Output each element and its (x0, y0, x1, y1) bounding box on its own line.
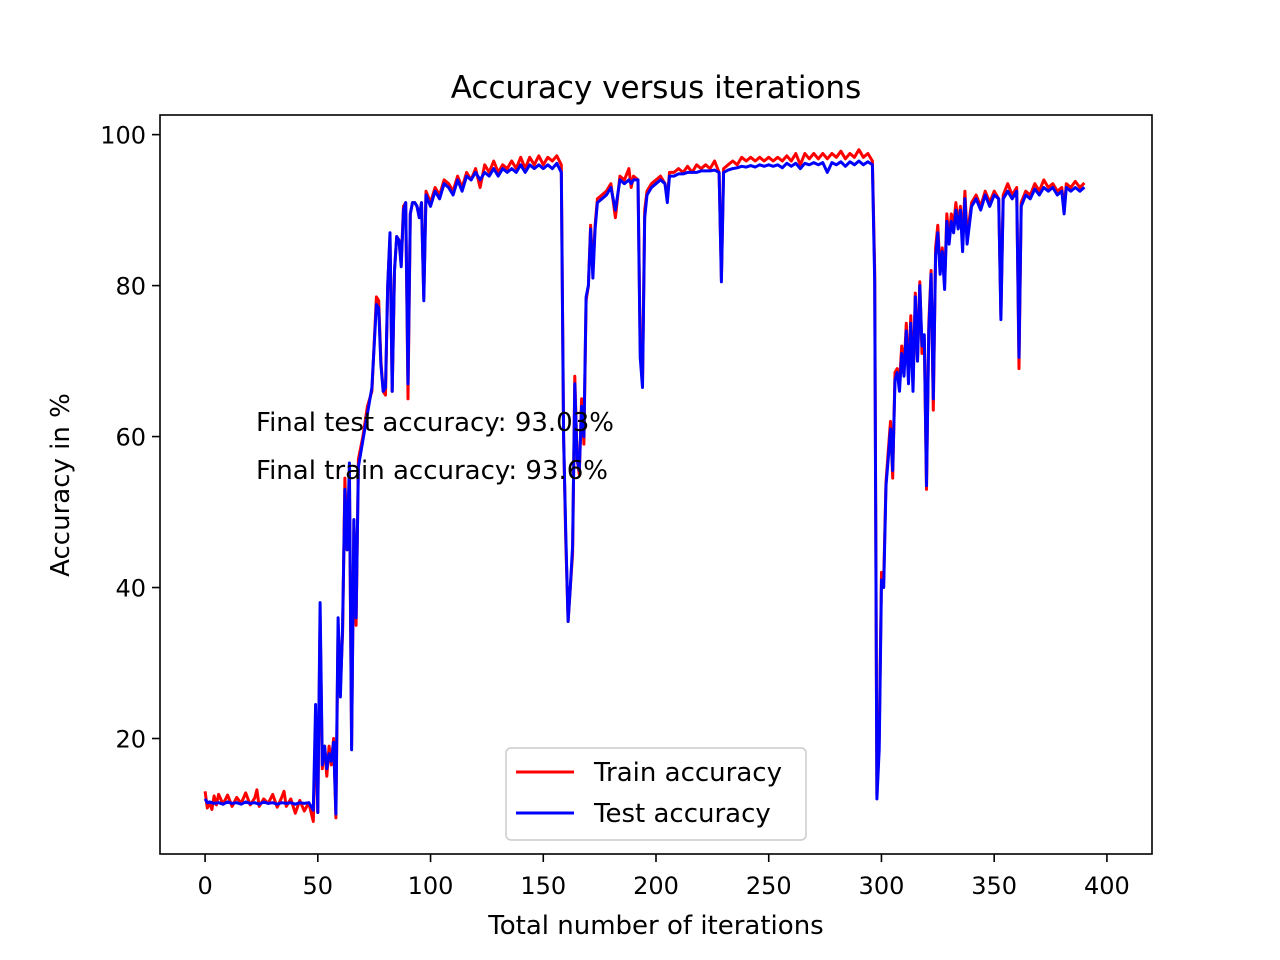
plot-area (160, 115, 1152, 854)
legend: Train accuracy Test accuracy (505, 747, 807, 841)
x-tick-label: 400 (1084, 872, 1130, 900)
x-tick-label: 300 (859, 872, 905, 900)
y-tick-label: 20 (115, 726, 146, 754)
legend-box (505, 747, 807, 841)
y-tick-label: 40 (115, 575, 146, 603)
x-tick-label: 350 (971, 872, 1017, 900)
x-tick-label: 250 (746, 872, 792, 900)
x-tick-label: 200 (633, 872, 679, 900)
final-test-accuracy-annotation: Final test accuracy: 93.03% (256, 408, 614, 438)
legend-label-test: Test accuracy (593, 799, 771, 829)
y-axis-label: Accuracy in % (46, 393, 76, 577)
y-tick-label: 80 (115, 273, 146, 301)
x-tick-label: 0 (197, 872, 212, 900)
x-tick-label: 100 (408, 872, 454, 900)
final-train-accuracy-annotation: Final train accuracy: 93.6% (256, 456, 608, 486)
chart-title: Accuracy versus iterations (451, 70, 861, 106)
series-line-test (203, 159, 1086, 816)
y-tick-label: 100 (100, 122, 146, 150)
y-tick-label: 60 (115, 424, 146, 452)
x-axis-label: Total number of iterations (487, 911, 823, 941)
x-axis-ticks: 0 50 100 150 200 250 300 350 400 (197, 854, 1130, 900)
series-layer (203, 148, 1086, 823)
x-tick-label: 150 (520, 872, 566, 900)
legend-label-train: Train accuracy (593, 758, 782, 788)
y-axis-ticks: 20 40 60 80 100 (100, 122, 160, 754)
x-tick-label: 50 (303, 872, 334, 900)
